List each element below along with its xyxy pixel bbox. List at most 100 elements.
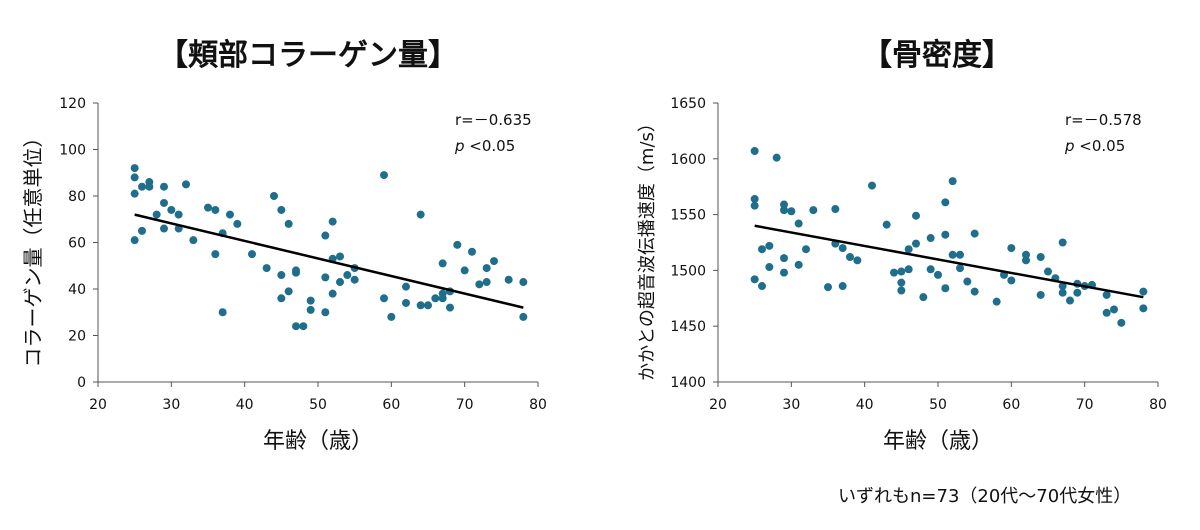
x-tick-label: 70 xyxy=(456,397,474,413)
data-point xyxy=(387,312,396,321)
data-point xyxy=(482,264,491,273)
data-point xyxy=(941,284,950,293)
data-point xyxy=(336,278,344,287)
data-point xyxy=(284,287,293,296)
data-point xyxy=(1073,288,1082,297)
data-point xyxy=(424,301,432,310)
data-point xyxy=(868,181,876,190)
data-point xyxy=(438,294,447,303)
data-point xyxy=(262,264,271,273)
data-point xyxy=(1036,290,1045,299)
data-point xyxy=(838,244,847,253)
data-point xyxy=(765,241,774,250)
data-point xyxy=(750,146,759,155)
p-value-label: p <0.05 xyxy=(1064,137,1125,155)
data-point xyxy=(431,294,440,303)
data-point xyxy=(809,206,818,215)
data-point xyxy=(402,298,410,307)
data-point xyxy=(160,224,168,233)
data-point xyxy=(838,282,847,291)
data-point xyxy=(1102,308,1111,317)
data-point xyxy=(772,153,781,162)
data-point xyxy=(504,275,513,284)
data-point xyxy=(1066,296,1074,305)
data-point xyxy=(226,210,234,219)
correlation-label: r=－0.578 xyxy=(1065,111,1142,129)
data-point xyxy=(519,312,528,321)
data-point xyxy=(218,308,227,317)
data-point xyxy=(160,198,168,207)
data-point xyxy=(277,294,286,303)
data-point xyxy=(882,220,891,229)
data-point xyxy=(482,278,491,287)
data-point xyxy=(130,236,139,245)
data-point xyxy=(446,303,454,312)
data-point xyxy=(970,229,979,238)
data-point xyxy=(182,180,190,189)
data-point xyxy=(846,253,854,262)
data-point xyxy=(750,194,759,203)
data-point xyxy=(490,257,498,266)
data-point xyxy=(897,286,906,295)
p-value-label: p <0.05 xyxy=(454,137,515,155)
data-point xyxy=(328,289,337,298)
x-tick-label: 80 xyxy=(529,397,547,413)
data-point xyxy=(787,207,796,216)
data-point xyxy=(174,210,183,219)
data-point xyxy=(130,173,139,182)
data-point xyxy=(277,205,286,214)
data-point xyxy=(284,219,293,228)
data-point xyxy=(926,265,935,274)
x-tick-label: 40 xyxy=(856,397,874,413)
y-tick-label: 1550 xyxy=(670,208,706,224)
data-point xyxy=(460,266,469,275)
data-point xyxy=(277,271,286,280)
x-axis-label: 年齢（歳） xyxy=(883,429,993,454)
data-point xyxy=(292,322,300,331)
data-point xyxy=(919,293,928,302)
data-point xyxy=(780,206,788,215)
data-point xyxy=(1007,276,1016,285)
x-axis-label: 年齢（歳） xyxy=(263,429,373,454)
data-point xyxy=(130,164,139,173)
data-point xyxy=(1139,304,1148,313)
data-point xyxy=(321,273,330,282)
data-point xyxy=(145,182,154,191)
data-point xyxy=(794,219,803,228)
data-point xyxy=(1036,253,1045,262)
data-point xyxy=(211,205,220,214)
correlation-label: r=－0.635 xyxy=(455,111,532,129)
data-point xyxy=(765,263,774,272)
p-value-rest: <0.05 xyxy=(1075,137,1126,155)
data-point xyxy=(780,200,788,209)
data-point xyxy=(336,252,344,261)
data-point xyxy=(802,245,810,254)
data-point xyxy=(299,322,308,331)
data-point xyxy=(1007,244,1016,253)
data-point xyxy=(292,268,300,277)
p-value-rest: <0.05 xyxy=(465,137,516,155)
data-point xyxy=(1044,267,1052,276)
x-tick-label: 60 xyxy=(382,397,400,413)
data-point xyxy=(130,189,139,198)
y-tick-label: 0 xyxy=(77,375,86,391)
data-point xyxy=(402,282,410,291)
data-point xyxy=(475,280,484,289)
data-point xyxy=(328,217,337,226)
data-point xyxy=(1117,318,1126,327)
data-point xyxy=(853,256,862,265)
y-tick-label: 80 xyxy=(68,189,86,205)
data-point xyxy=(306,305,315,314)
data-point xyxy=(912,239,920,248)
p-value-italic: p xyxy=(454,137,465,155)
data-point xyxy=(758,282,766,291)
data-point xyxy=(1022,256,1030,265)
data-point xyxy=(897,278,906,287)
x-tick-label: 20 xyxy=(709,397,727,413)
data-point xyxy=(416,210,425,219)
data-point xyxy=(350,275,359,284)
y-axis-label: コラーゲン量（任意単位） xyxy=(21,128,45,368)
data-point xyxy=(519,278,528,287)
chart-title-bone-density: 【骨密度】 xyxy=(862,38,1012,73)
